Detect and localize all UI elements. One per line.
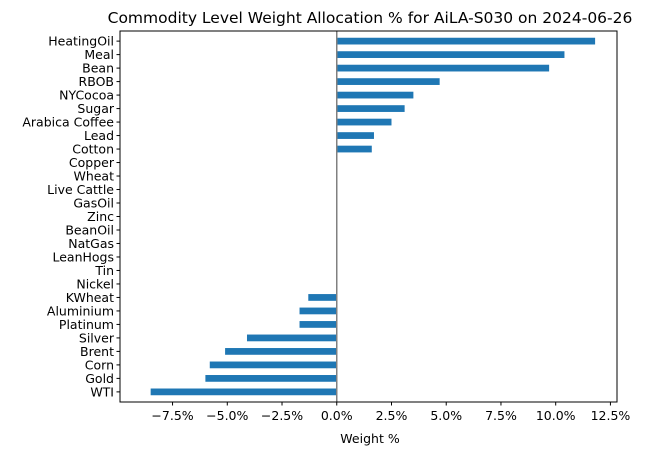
bar (150, 388, 337, 396)
bar (336, 105, 405, 112)
bar (336, 37, 596, 45)
y-tick-label: Lead (84, 128, 114, 143)
bar (308, 294, 337, 301)
y-tick-label: Wheat (73, 169, 114, 184)
y-tick-label: Platinum (59, 317, 114, 332)
x-tick-label: 7.5% (485, 408, 517, 423)
y-tick-label: Tin (94, 263, 114, 278)
bar (299, 321, 337, 328)
y-axis: HeatingOilMealBeanRBOBNYCocoaSugarArabic… (22, 34, 120, 399)
y-tick-label: Live Cattle (47, 182, 114, 197)
x-tick-label: −5.0% (206, 408, 248, 423)
chart-title: Commodity Level Weight Allocation % for … (108, 9, 633, 27)
bar (246, 334, 337, 342)
bar (336, 145, 372, 153)
y-tick-label: Gold (85, 371, 114, 386)
y-tick-label: RBOB (79, 74, 114, 89)
bar (336, 64, 550, 72)
plot-frame (119, 30, 618, 403)
y-tick-label: LeanHogs (52, 249, 114, 264)
bar (336, 91, 414, 99)
bar (205, 375, 337, 382)
bar (336, 132, 374, 139)
y-tick-label: Nickel (76, 276, 114, 291)
x-tick-label: 12.5% (591, 408, 631, 423)
bar (209, 361, 337, 369)
y-tick-label: KWheat (66, 290, 114, 305)
y-tick-label: Aluminium (47, 303, 114, 318)
y-tick-label: Zinc (87, 209, 114, 224)
y-tick-label: Cotton (72, 142, 114, 157)
x-tick-label: −7.5% (151, 408, 193, 423)
bar (225, 348, 337, 355)
x-tick-label: 5.0% (430, 408, 462, 423)
x-axis-label: Weight % (340, 431, 400, 446)
y-tick-label: NYCocoa (59, 88, 114, 103)
y-tick-label: WTI (90, 384, 114, 399)
y-tick-label: NatGas (68, 236, 114, 251)
x-tick-label: −2.5% (261, 408, 303, 423)
x-axis: −7.5% −5.0% −2.5% 0.0% 2.5% 5.0% 7.5% 10.0% 12.5… (151, 402, 630, 423)
y-tick-label: BeanOil (65, 222, 114, 237)
y-tick-label: GasOil (73, 196, 114, 211)
y-tick-label: Copper (69, 155, 115, 170)
y-tick-label: Sugar (77, 101, 114, 116)
y-tick-label: Meal (84, 47, 114, 62)
x-tick-label: 2.5% (376, 408, 408, 423)
y-tick-label: Arabica Coffee (22, 115, 114, 130)
bar (336, 78, 440, 85)
y-tick-label: Silver (79, 330, 115, 345)
bar (336, 51, 565, 58)
x-tick-label: 0.0% (321, 408, 353, 423)
y-tick-label: Corn (85, 357, 114, 372)
bars-group (150, 37, 596, 396)
y-tick-label: Brent (80, 344, 114, 359)
y-tick-label: Bean (82, 61, 114, 76)
x-tick-label: 10.0% (536, 408, 576, 423)
bar (336, 118, 392, 126)
bar (299, 307, 337, 315)
y-tick-label: HeatingOil (48, 34, 114, 49)
